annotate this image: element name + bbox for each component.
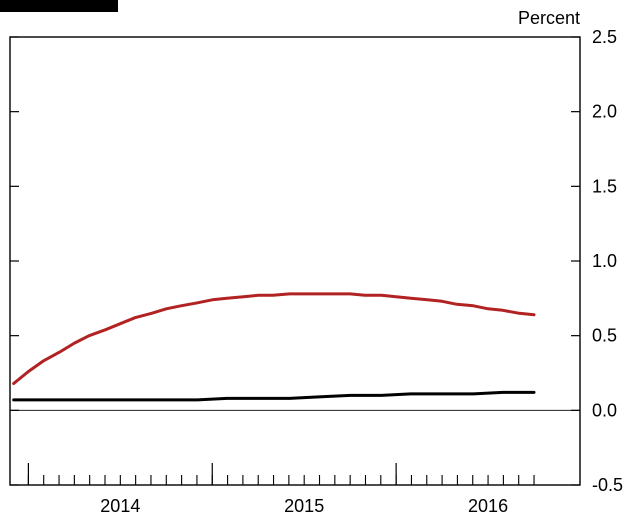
x-tick-label: 2014	[100, 496, 140, 516]
plot-frame	[9, 36, 581, 486]
y-tick-label: 1.0	[592, 251, 617, 271]
x-tick-label: 2016	[468, 496, 508, 516]
x-tick-label: 2015	[284, 496, 324, 516]
y-tick-label: 1.5	[592, 176, 617, 196]
y-tick-label: 0.0	[592, 400, 617, 420]
y-tick-label: 0.5	[592, 326, 617, 346]
series-line-2	[12, 390, 536, 402]
cropped-title-fragment	[0, 0, 118, 12]
y-tick-label: 2.0	[592, 102, 617, 122]
y-tick-label: -0.5	[592, 475, 623, 495]
y-tick-label: 2.5	[592, 27, 617, 47]
series-line-1	[12, 292, 536, 385]
y-axis-unit-label: Percent	[518, 8, 580, 28]
